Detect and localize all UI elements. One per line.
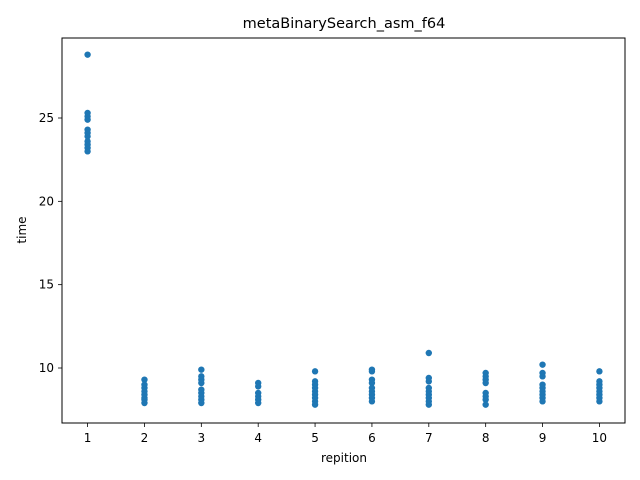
data-point [311, 368, 319, 375]
data-point [198, 379, 205, 387]
data-point [596, 398, 603, 405]
data-point [198, 366, 205, 373]
x-tick-label: 5 [311, 431, 319, 445]
data-point [425, 378, 432, 385]
y-tick-label: 15 [39, 278, 54, 292]
data-point [425, 349, 432, 357]
data-point [84, 51, 91, 58]
data-point [84, 133, 91, 140]
x-tick-label: 6 [368, 431, 376, 445]
data-point [141, 399, 148, 407]
data-point [141, 376, 148, 383]
data-point [368, 398, 376, 405]
y-axis-label: time [15, 216, 29, 243]
x-tick-label: 2 [141, 431, 149, 445]
data-point [84, 116, 91, 123]
data-point [482, 396, 489, 403]
y-tick-label: 25 [39, 111, 54, 125]
x-tick-label: 9 [539, 431, 547, 445]
data-point [539, 398, 546, 405]
data-point [539, 373, 546, 380]
x-axis-ticks: 1 2 3 4 5 6 7 8 9 10 [84, 423, 607, 445]
data-point [596, 368, 603, 375]
plot-frame [61, 37, 626, 424]
data-point [368, 368, 376, 375]
y-tick-label: 20 [39, 194, 54, 208]
data-point [255, 383, 262, 390]
data-point [482, 379, 489, 387]
points-layer [84, 51, 603, 408]
data-point [425, 401, 432, 408]
data-point [84, 148, 91, 155]
x-tick-label: 7 [425, 431, 433, 445]
x-axis-label: repition [321, 451, 367, 465]
x-tick-label: 10 [592, 431, 607, 445]
data-point [311, 401, 319, 408]
x-tick-label: 8 [482, 431, 490, 445]
x-tick-label: 1 [84, 431, 92, 445]
data-point [368, 379, 376, 387]
data-point [255, 399, 262, 407]
x-tick-label: 3 [198, 431, 206, 445]
x-tick-label: 4 [254, 431, 262, 445]
data-point [198, 399, 205, 407]
data-point [539, 361, 546, 368]
y-tick-label: 10 [39, 361, 54, 375]
chart-title: metaBinarySearch_asm_f64 [243, 16, 446, 32]
data-point [482, 401, 489, 408]
y-axis-ticks: 10 15 20 25 [39, 111, 62, 375]
